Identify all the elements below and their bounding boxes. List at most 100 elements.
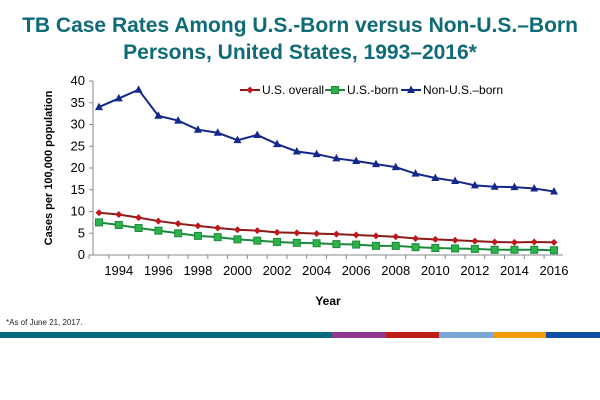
data-point [332, 240, 341, 249]
data-point [391, 241, 400, 250]
data-point [530, 245, 539, 254]
data-point [451, 176, 460, 185]
y-tick-label: 20 [71, 160, 85, 175]
data-point [510, 245, 519, 254]
line-chart: 0 5 10 15 20 25 30 35 40 1994 1996 1998 2000 2002 2004… [43, 73, 569, 308]
x-tick-label: 2008 [381, 263, 410, 278]
data-point [95, 218, 103, 227]
y-tick-label: 5 [78, 225, 85, 240]
series-line [98, 88, 555, 193]
data-point [193, 231, 202, 240]
data-point [194, 222, 202, 230]
x-tick-label: 2000 [223, 263, 252, 278]
data-point [451, 244, 460, 253]
data-point [313, 230, 321, 238]
data-point [510, 238, 518, 246]
data-point [470, 244, 479, 253]
series-line [98, 221, 555, 252]
data-point [292, 238, 301, 247]
data-point [530, 238, 538, 246]
data-point [431, 244, 440, 253]
series-line [98, 211, 555, 244]
legend-marker [407, 85, 415, 93]
data-point [233, 235, 242, 244]
data-point [411, 243, 420, 252]
data-point [213, 128, 222, 136]
data-point [233, 226, 241, 234]
footer-color-bar [0, 332, 600, 338]
data-point [352, 231, 360, 239]
data-point [154, 226, 163, 235]
legend-marker [331, 86, 339, 94]
data-point [253, 130, 262, 138]
data-point [134, 85, 143, 93]
data-point [154, 111, 163, 119]
legend-item: U.S. overall [240, 83, 324, 97]
y-tick-label: 35 [71, 95, 85, 110]
footer-bar-segment [0, 332, 333, 338]
legend-item: U.S.-born [325, 83, 398, 97]
x-tick-label: 2012 [460, 263, 489, 278]
data-point [470, 180, 479, 189]
x-tick-label: 2014 [500, 263, 529, 278]
data-point [550, 246, 558, 255]
data-point [273, 228, 281, 236]
footer-bar-segment [385, 332, 440, 338]
title-line-1: TB Case Rates Among U.S.-Born versus Non… [22, 14, 578, 37]
data-point [530, 183, 539, 192]
data-point [135, 214, 143, 222]
x-tick-label: 2002 [263, 263, 292, 278]
x-tick-label: 2006 [342, 263, 371, 278]
data-point [174, 229, 183, 238]
data-point [371, 241, 380, 250]
data-point [490, 182, 499, 190]
series-non-u-s-born [95, 85, 558, 195]
y-tick-label: 15 [71, 182, 85, 197]
y-tick-label: 0 [78, 247, 85, 262]
y-tick-label: 25 [71, 138, 85, 153]
data-point [352, 156, 361, 165]
series-u-s-born [95, 218, 558, 255]
data-point [490, 245, 499, 254]
footer-bar-segment [439, 332, 493, 338]
footer-bar-segment [492, 332, 547, 338]
data-point [193, 125, 202, 133]
data-point [550, 238, 558, 246]
data-point [371, 159, 380, 168]
data-point [332, 230, 340, 238]
series-u-s-overall [95, 209, 558, 246]
data-point [154, 217, 162, 225]
data-point [273, 237, 282, 246]
x-tick-label: 2010 [421, 263, 450, 278]
data-point [293, 229, 301, 237]
footnote: *As of June 21, 2017. [6, 318, 83, 327]
data-point [134, 224, 143, 233]
data-point [273, 139, 282, 148]
x-axis-label: Year [315, 294, 341, 308]
footer-bar-segment [332, 332, 386, 338]
data-point [233, 135, 242, 144]
data-point [174, 220, 182, 228]
data-point [174, 116, 183, 124]
data-point [412, 234, 420, 242]
data-point [95, 209, 103, 217]
data-point [431, 235, 439, 243]
data-point [352, 240, 361, 249]
data-point [213, 233, 222, 242]
legend-label: U.S. overall [262, 83, 324, 97]
data-point [510, 182, 519, 191]
data-point [115, 211, 123, 219]
y-tick-label: 30 [71, 117, 85, 132]
legend-item: Non-U.S.–born [401, 83, 503, 97]
title-line-2: Persons, United States, 1993–2016* [123, 41, 477, 64]
data-point [391, 162, 400, 171]
data-point [451, 236, 459, 244]
y-axis-label: Cases per 100,000 population [43, 90, 55, 245]
data-point [392, 233, 400, 241]
data-point [214, 224, 222, 232]
data-point [95, 102, 103, 111]
chart-title: TB Case Rates Among U.S.-Born versus Non… [0, 12, 600, 66]
x-tick-label: 1996 [144, 263, 173, 278]
x-tick-label: 2016 [540, 263, 569, 278]
data-point [411, 169, 420, 177]
